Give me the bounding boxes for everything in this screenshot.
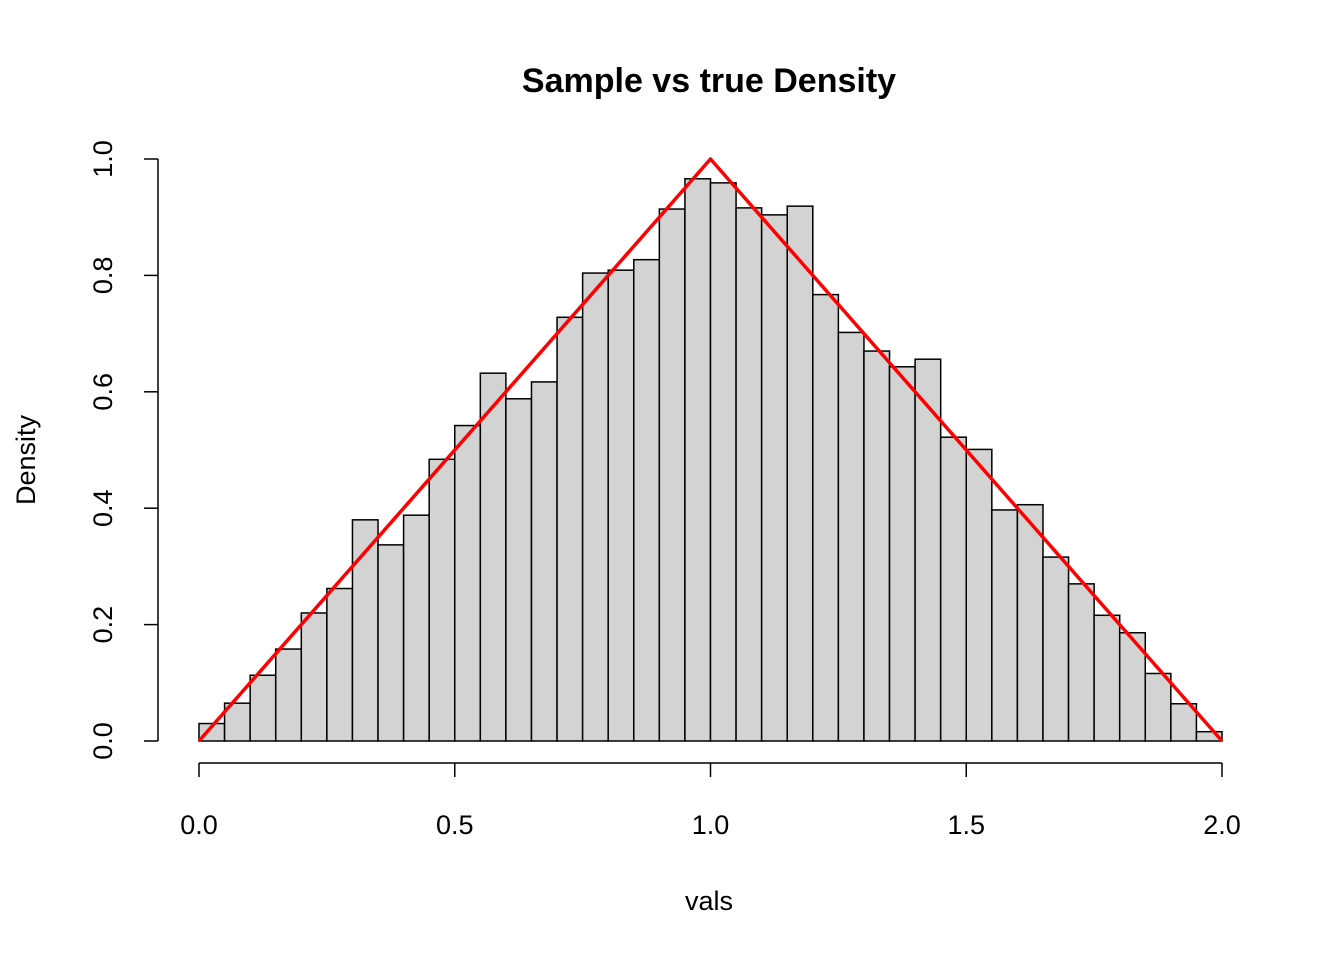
histogram-bar	[735, 207, 763, 742]
x-axis: 0.0 0.5 1.0 1.5 2.0	[180, 762, 1241, 840]
histogram-bar	[939, 436, 967, 742]
x-tick-label: 0.5	[436, 810, 474, 840]
x-tick-label: 1.5	[947, 810, 985, 840]
histogram-bar	[479, 372, 507, 742]
histogram-bar	[530, 381, 558, 742]
x-axis-label: vals	[685, 886, 733, 916]
histogram-bar	[505, 398, 533, 742]
histogram-bar	[888, 366, 916, 742]
histogram-bar	[300, 612, 328, 742]
y-tick-label: 1.0	[88, 140, 118, 178]
histogram-bar	[1016, 503, 1044, 742]
histogram-bar	[402, 514, 430, 742]
histogram-bar	[607, 269, 635, 742]
histogram-bar	[658, 208, 686, 742]
histogram-bar	[709, 182, 737, 742]
histogram-bar	[274, 648, 303, 742]
y-tick-label: 0.2	[88, 606, 118, 644]
histogram-bar	[1042, 556, 1070, 742]
histogram-bar	[633, 258, 661, 742]
histogram-bar	[581, 272, 609, 742]
histogram-bar	[786, 205, 814, 742]
histogram-bar	[1067, 583, 1095, 742]
histogram-bar	[863, 350, 891, 742]
histogram-bar	[249, 674, 277, 742]
histogram-bar	[812, 293, 840, 742]
histogram-bars	[198, 178, 1223, 742]
histogram-bar	[1093, 614, 1121, 742]
histogram-bar	[351, 519, 379, 742]
histogram-bar	[1170, 703, 1198, 742]
y-axis: 0.0 0.2 0.4 0.6 0.8 1.0	[88, 140, 159, 760]
chart-title: Sample vs true Density	[522, 62, 896, 100]
histogram-bar	[1144, 672, 1172, 742]
histogram-bar	[760, 214, 788, 742]
x-tick-label: 1.0	[692, 810, 730, 840]
histogram-bar	[684, 178, 712, 742]
histogram-bar	[991, 509, 1019, 742]
histogram-bar	[837, 331, 865, 742]
histogram-bar	[326, 587, 354, 742]
histogram-bar	[914, 358, 942, 742]
histogram-bar	[428, 458, 456, 742]
true-density-line	[197, 157, 1224, 743]
y-tick-label: 0.4	[88, 489, 118, 527]
y-tick-label: 0.0	[88, 722, 118, 760]
histogram-bar	[556, 316, 584, 742]
y-tick-label: 0.8	[88, 257, 118, 295]
histogram-bar	[377, 544, 405, 742]
histogram-bar	[1195, 730, 1223, 742]
y-tick-label: 0.6	[88, 373, 118, 411]
x-tick-label: 0.0	[180, 810, 218, 840]
histogram-bar	[454, 424, 482, 742]
y-axis-label: Density	[11, 414, 41, 505]
x-tick-label: 2.0	[1203, 810, 1241, 840]
histogram-bar	[965, 448, 993, 742]
